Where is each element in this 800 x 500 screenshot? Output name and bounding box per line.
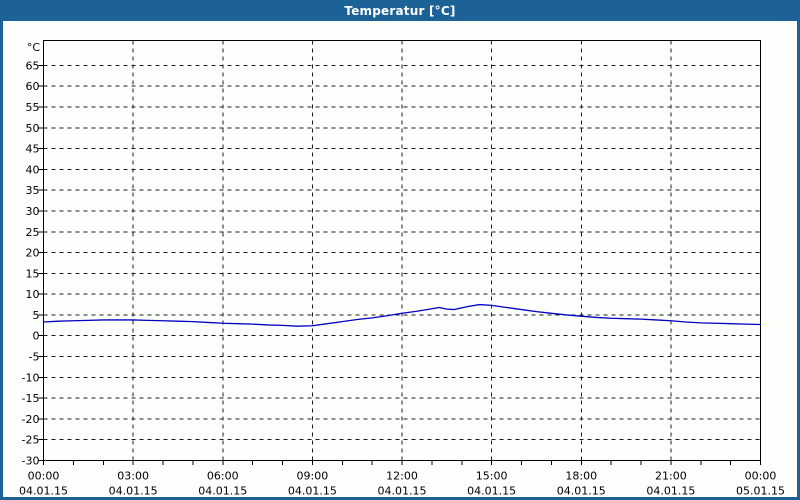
y-tick-label: -25 [22, 434, 40, 447]
x-tick-time-label: 12:00 [386, 470, 418, 483]
temperature-series-line [42, 303, 762, 327]
x-tick-date-label: 04.01.15 [198, 485, 247, 498]
y-tick-label: 50 [26, 122, 40, 135]
x-tick-date-label: 04.01.15 [557, 485, 606, 498]
x-tick-time-label: 21:00 [655, 470, 687, 483]
x-tick-time-label: 00:00 [745, 470, 777, 483]
y-axis-unit-label: °C [27, 41, 41, 54]
y-tick-label: 30 [26, 205, 40, 218]
y-tick-label: -15 [22, 392, 40, 405]
y-tick-label: 5 [33, 309, 40, 322]
x-tick-date-label: 04.01.15 [378, 485, 427, 498]
x-tick-time-label: 18:00 [565, 470, 597, 483]
y-tick-label: 0 [33, 330, 40, 343]
y-tick-label: -5 [29, 351, 40, 364]
y-tick-label: 55 [26, 101, 40, 114]
y-tick-label: 40 [26, 163, 40, 176]
x-tick-date-label: 04.01.15 [646, 485, 695, 498]
y-tick-label: 65 [26, 59, 40, 72]
x-tick-time-label: 09:00 [297, 470, 329, 483]
y-tick-label: -10 [22, 371, 40, 384]
window-title: Temperatur [°C] [344, 3, 456, 18]
y-tick-label: 15 [26, 267, 40, 280]
y-tick-label: 10 [26, 288, 40, 301]
x-tick-date-label: 05.01.15 [736, 485, 785, 498]
chart-area: 65 60 55 50 45 40 35 30 25 20 15 10 5 0 -5 -10 -15 -20 -25… [3, 21, 797, 497]
y-tick-label: 25 [26, 226, 40, 239]
y-tick-label: -30 [22, 455, 40, 468]
x-tick-time-label: 03:00 [117, 470, 149, 483]
y-tick-label: 60 [26, 80, 40, 93]
y-tick-label: 45 [26, 143, 40, 156]
x-tick-date-label: 04.01.15 [19, 485, 68, 498]
plot-border [43, 40, 761, 461]
x-tick-date-label: 04.01.15 [109, 485, 158, 498]
x-tick-time-label: 00:00 [28, 470, 60, 483]
x-tick-time-label: 15:00 [476, 470, 508, 483]
y-tick-label: 35 [26, 184, 40, 197]
y-tick-label: -20 [22, 413, 40, 426]
y-tick-label: 20 [26, 247, 40, 260]
x-tick-date-label: 04.01.15 [288, 485, 337, 498]
window-title-bar[interactable]: Temperatur [°C] [0, 0, 800, 21]
x-tick-time-label: 06:00 [207, 470, 239, 483]
x-tick-date-label: 04.01.15 [467, 485, 516, 498]
temperature-chart: 65605550454035302520151050-5-10-15-20-25… [19, 40, 785, 498]
